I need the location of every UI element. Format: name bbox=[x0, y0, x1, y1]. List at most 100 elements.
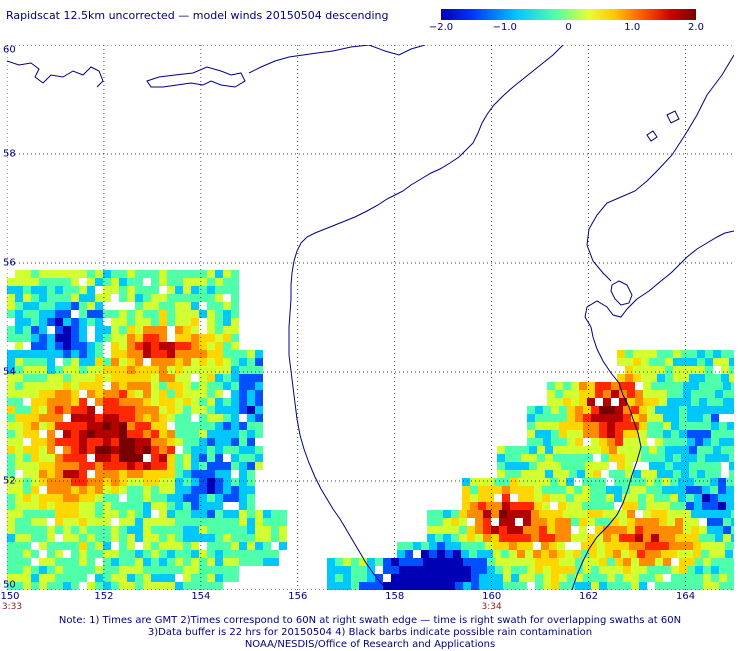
wind-cell bbox=[599, 582, 607, 590]
wind-cell bbox=[135, 558, 143, 566]
wind-cell bbox=[655, 582, 663, 590]
wind-cell bbox=[199, 286, 207, 294]
wind-cell bbox=[231, 454, 239, 462]
wind-cell bbox=[531, 510, 539, 518]
wind-cell bbox=[119, 542, 127, 550]
wind-cell bbox=[183, 286, 191, 294]
wind-cell bbox=[55, 510, 63, 518]
wind-cell bbox=[713, 462, 721, 470]
wind-cell bbox=[63, 310, 71, 318]
wind-cell bbox=[135, 502, 143, 510]
wind-cell bbox=[151, 310, 159, 318]
wind-cell bbox=[659, 518, 667, 526]
wind-cell bbox=[159, 470, 167, 478]
wind-cell bbox=[705, 446, 713, 454]
wind-cell bbox=[87, 318, 95, 326]
wind-cell bbox=[63, 566, 71, 574]
wind-cell bbox=[7, 470, 15, 478]
wind-cell bbox=[215, 350, 223, 358]
wind-cell bbox=[175, 422, 183, 430]
wind-cell bbox=[239, 542, 247, 550]
wind-cell bbox=[694, 494, 702, 502]
wind-cell bbox=[591, 406, 599, 414]
wind-cell bbox=[23, 350, 31, 358]
wind-cell bbox=[119, 518, 127, 526]
wind-cell bbox=[159, 574, 167, 582]
note-line-3: NOAA/NESDIS/Office of Research and Appli… bbox=[244, 639, 496, 650]
wind-cell bbox=[39, 526, 47, 534]
wind-cell bbox=[31, 510, 39, 518]
wind-cell bbox=[95, 310, 103, 318]
wind-cell bbox=[247, 470, 255, 478]
wind-cell bbox=[111, 502, 119, 510]
wind-cell bbox=[659, 526, 667, 534]
wind-cell bbox=[582, 502, 590, 510]
wind-cell bbox=[617, 350, 625, 358]
wind-cell bbox=[207, 302, 215, 310]
wind-cell bbox=[651, 398, 659, 406]
koni-peninsula bbox=[146, 66, 246, 88]
wind-cell bbox=[55, 342, 63, 350]
wind-cell bbox=[399, 582, 407, 590]
wind-cell bbox=[231, 398, 239, 406]
wind-cell bbox=[47, 534, 55, 542]
wind-cell bbox=[239, 382, 247, 390]
wind-cell bbox=[183, 566, 191, 574]
wind-cell bbox=[559, 406, 567, 414]
wind-cell bbox=[669, 542, 677, 550]
wind-cell bbox=[111, 270, 119, 278]
wind-cell bbox=[621, 542, 629, 550]
wind-cell bbox=[427, 518, 435, 526]
wind-cell bbox=[493, 542, 501, 550]
wind-cell bbox=[167, 470, 175, 478]
wind-cell bbox=[713, 374, 721, 382]
wind-cell bbox=[683, 390, 691, 398]
wind-cell bbox=[119, 438, 127, 446]
wind-cell bbox=[31, 270, 39, 278]
wind-cell bbox=[590, 478, 598, 486]
wind-cell bbox=[595, 390, 603, 398]
wind-cell bbox=[553, 462, 561, 470]
wind-cell bbox=[111, 534, 119, 542]
wind-cell bbox=[247, 366, 255, 374]
wind-cell bbox=[135, 302, 143, 310]
wind-cell bbox=[119, 526, 127, 534]
wind-cell bbox=[103, 470, 111, 478]
wind-cell bbox=[143, 334, 151, 342]
wind-cell bbox=[79, 398, 87, 406]
wind-cell bbox=[693, 542, 701, 550]
wind-cell bbox=[143, 294, 151, 302]
wind-cell bbox=[223, 414, 231, 422]
wind-cell bbox=[207, 582, 215, 590]
wind-cell bbox=[703, 558, 711, 566]
wind-cell bbox=[695, 406, 703, 414]
wind-cell bbox=[143, 422, 151, 430]
wind-cell bbox=[135, 430, 143, 438]
wind-cell bbox=[582, 478, 590, 486]
wind-cell bbox=[47, 318, 55, 326]
wind-cell bbox=[111, 326, 119, 334]
wind-cell bbox=[7, 438, 15, 446]
wind-cell bbox=[95, 374, 103, 382]
wind-cell bbox=[641, 446, 649, 454]
wind-cell bbox=[687, 566, 695, 574]
wind-cell bbox=[159, 422, 167, 430]
wind-cell bbox=[567, 558, 575, 566]
wind-cell bbox=[119, 566, 127, 574]
wind-cell bbox=[95, 542, 103, 550]
wind-cell bbox=[687, 582, 695, 590]
wind-cell bbox=[677, 542, 685, 550]
wind-cell bbox=[23, 486, 31, 494]
wind-cell bbox=[675, 518, 683, 526]
wind-cell bbox=[691, 526, 699, 534]
wind-cell bbox=[697, 462, 705, 470]
wind-cell bbox=[167, 390, 175, 398]
wind-cell bbox=[439, 574, 447, 582]
wind-cell bbox=[71, 398, 79, 406]
wind-cell bbox=[79, 470, 87, 478]
wind-cell bbox=[39, 510, 47, 518]
wind-cell bbox=[558, 494, 566, 502]
wind-cell bbox=[191, 486, 199, 494]
wind-cell bbox=[215, 486, 223, 494]
wind-cell bbox=[683, 510, 691, 518]
